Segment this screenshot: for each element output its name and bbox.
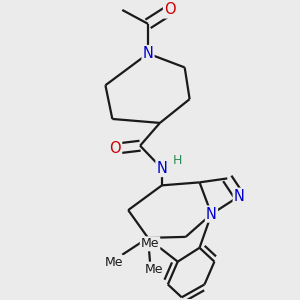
Text: N: N xyxy=(142,46,154,61)
Text: O: O xyxy=(164,2,176,17)
Text: Me: Me xyxy=(145,263,163,276)
Text: Me: Me xyxy=(105,256,124,269)
Text: N: N xyxy=(234,189,244,204)
Text: H: H xyxy=(173,154,182,167)
Text: N: N xyxy=(206,207,217,222)
Text: N: N xyxy=(157,161,167,176)
Text: O: O xyxy=(110,141,121,156)
Text: Me: Me xyxy=(141,237,159,250)
